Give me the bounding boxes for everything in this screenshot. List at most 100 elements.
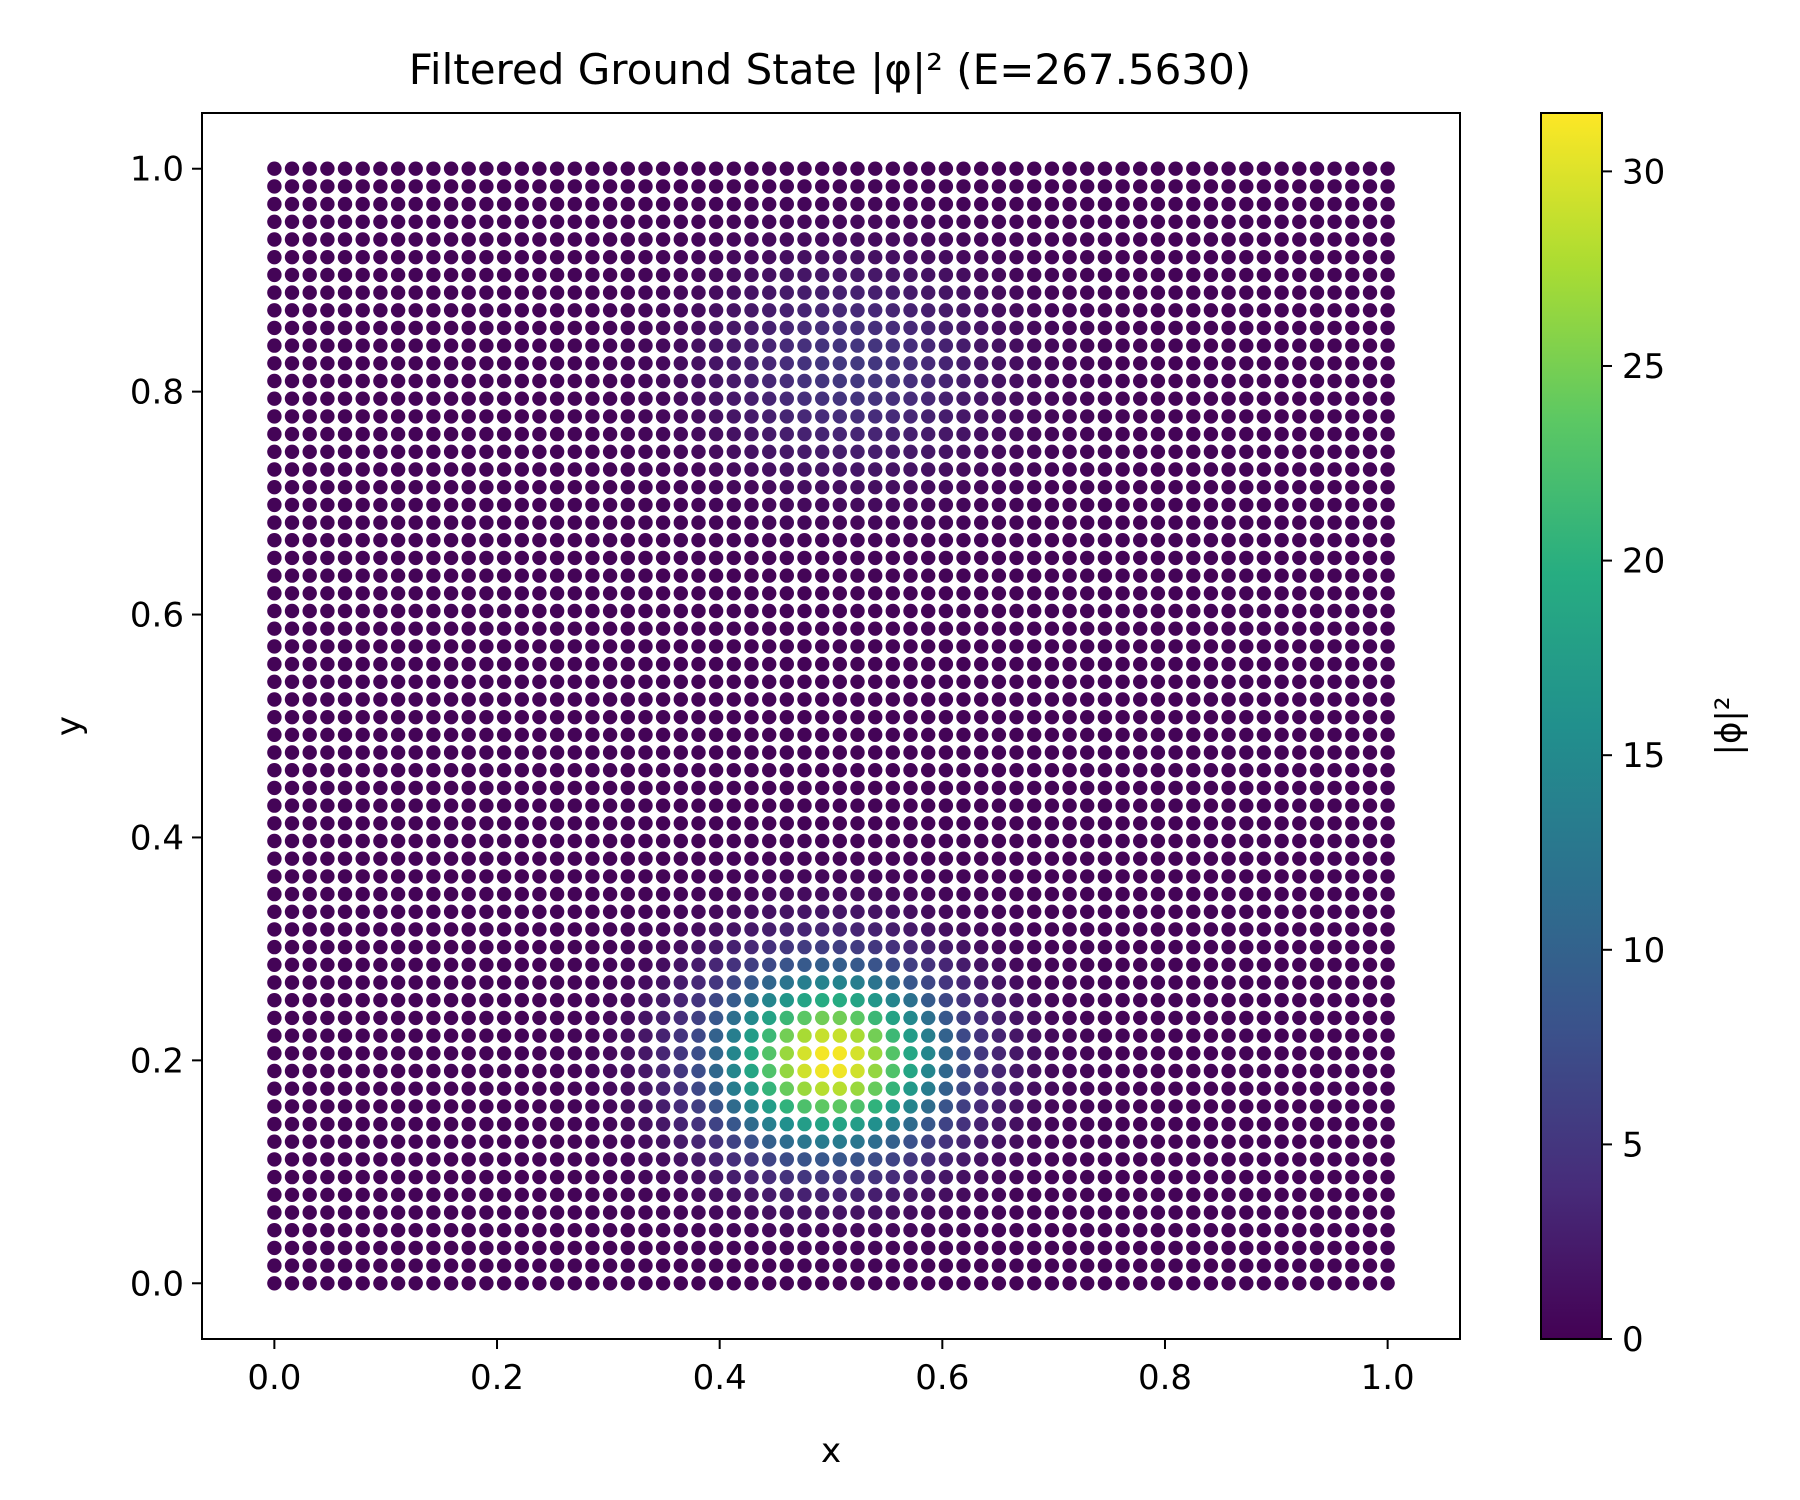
scatter-point — [655, 320, 671, 336]
scatter-point — [267, 692, 282, 707]
scatter-point — [302, 816, 317, 831]
scatter-point — [1186, 745, 1201, 760]
scatter-point — [991, 409, 1007, 424]
scatter-point — [708, 975, 724, 990]
scatter-point — [779, 886, 794, 902]
scatter-point — [1062, 710, 1077, 725]
scatter-point — [284, 957, 300, 972]
colorbar-tick-label: 0 — [1622, 1320, 1644, 1360]
scatter-point — [815, 656, 830, 672]
scatter-point — [744, 1028, 759, 1043]
scatter-point — [1221, 692, 1236, 707]
scatter-point — [1345, 480, 1360, 495]
scatter-point — [1044, 1205, 1060, 1220]
scatter-point — [655, 338, 671, 353]
scatter-point — [1009, 338, 1024, 353]
scatter-point — [1274, 568, 1289, 583]
scatter-point — [408, 462, 423, 477]
scatter-point — [496, 833, 512, 849]
scatter-point — [885, 1116, 900, 1132]
scatter-point — [1256, 568, 1272, 583]
scatter-point — [956, 939, 971, 955]
scatter-point — [1044, 214, 1060, 229]
scatter-point — [938, 550, 954, 566]
scatter-point — [390, 727, 406, 742]
scatter-point — [1062, 1276, 1077, 1291]
scatter-point — [708, 1099, 724, 1114]
scatter-point — [549, 833, 565, 849]
scatter-point — [956, 1240, 971, 1256]
scatter-point — [1362, 196, 1378, 212]
scatter-point — [267, 196, 282, 212]
scatter-point — [602, 250, 618, 265]
y-tick-label: 0.0 — [130, 1264, 184, 1304]
scatter-point — [921, 798, 936, 813]
scatter-point — [779, 232, 794, 247]
y-tick-label: 0.6 — [130, 596, 184, 636]
scatter-point — [1221, 780, 1236, 796]
scatter-point — [1292, 710, 1307, 725]
scatter-point — [1292, 1028, 1307, 1043]
scatter-point — [602, 603, 618, 619]
scatter-point — [302, 975, 317, 990]
scatter-point — [708, 621, 724, 636]
scatter-point — [620, 710, 635, 725]
scatter-point — [443, 1028, 459, 1043]
scatter-point — [850, 727, 865, 742]
scatter-point — [284, 1169, 300, 1185]
scatter-point — [744, 904, 759, 919]
scatter-point — [797, 886, 812, 902]
scatter-point — [1009, 533, 1024, 548]
scatter-point — [832, 621, 847, 636]
scatter-point — [1133, 957, 1148, 972]
scatter-point — [762, 621, 777, 636]
scatter-point — [479, 621, 494, 636]
scatter-point — [1186, 816, 1201, 831]
colorbar-tick-label: 10 — [1622, 931, 1665, 971]
scatter-point — [461, 214, 476, 229]
scatter-point — [1186, 763, 1201, 778]
scatter-point — [567, 462, 582, 477]
scatter-point — [479, 939, 494, 955]
scatter-point — [567, 1205, 582, 1220]
scatter-point — [744, 727, 759, 742]
scatter-point — [726, 904, 741, 919]
scatter-point — [762, 568, 777, 583]
scatter-point — [921, 320, 936, 336]
scatter-point — [956, 886, 971, 902]
scatter-point — [549, 550, 565, 566]
scatter-point — [1221, 250, 1236, 265]
scatter-point — [1309, 1187, 1325, 1203]
scatter-point — [744, 480, 759, 495]
scatter-point — [532, 780, 547, 796]
scatter-point — [532, 586, 547, 601]
scatter-point — [1097, 568, 1113, 583]
scatter-point — [938, 603, 954, 619]
scatter-point — [991, 1028, 1007, 1043]
scatter-point — [744, 1240, 759, 1256]
scatter-point — [779, 1010, 794, 1026]
scatter-point — [1221, 285, 1236, 300]
scatter-point — [1292, 515, 1307, 530]
scatter-point — [479, 267, 494, 283]
scatter-point — [638, 1169, 653, 1185]
scatter-point — [797, 1116, 812, 1132]
scatter-point — [532, 621, 547, 636]
scatter-point — [426, 338, 441, 353]
scatter-point — [850, 1063, 865, 1079]
scatter-point — [797, 710, 812, 725]
scatter-point — [938, 444, 954, 459]
scatter-point — [373, 1223, 388, 1238]
scatter-point — [1292, 727, 1307, 742]
scatter-point — [1044, 798, 1060, 813]
scatter-point — [602, 267, 618, 283]
scatter-point — [868, 1081, 883, 1096]
scatter-point — [868, 373, 883, 389]
scatter-point — [762, 833, 777, 849]
scatter-point — [1309, 1205, 1325, 1220]
scatter-point — [1027, 303, 1042, 318]
scatter-point — [1345, 303, 1360, 318]
scatter-point — [779, 267, 794, 283]
scatter-point — [1239, 710, 1254, 725]
scatter-point — [921, 816, 936, 831]
